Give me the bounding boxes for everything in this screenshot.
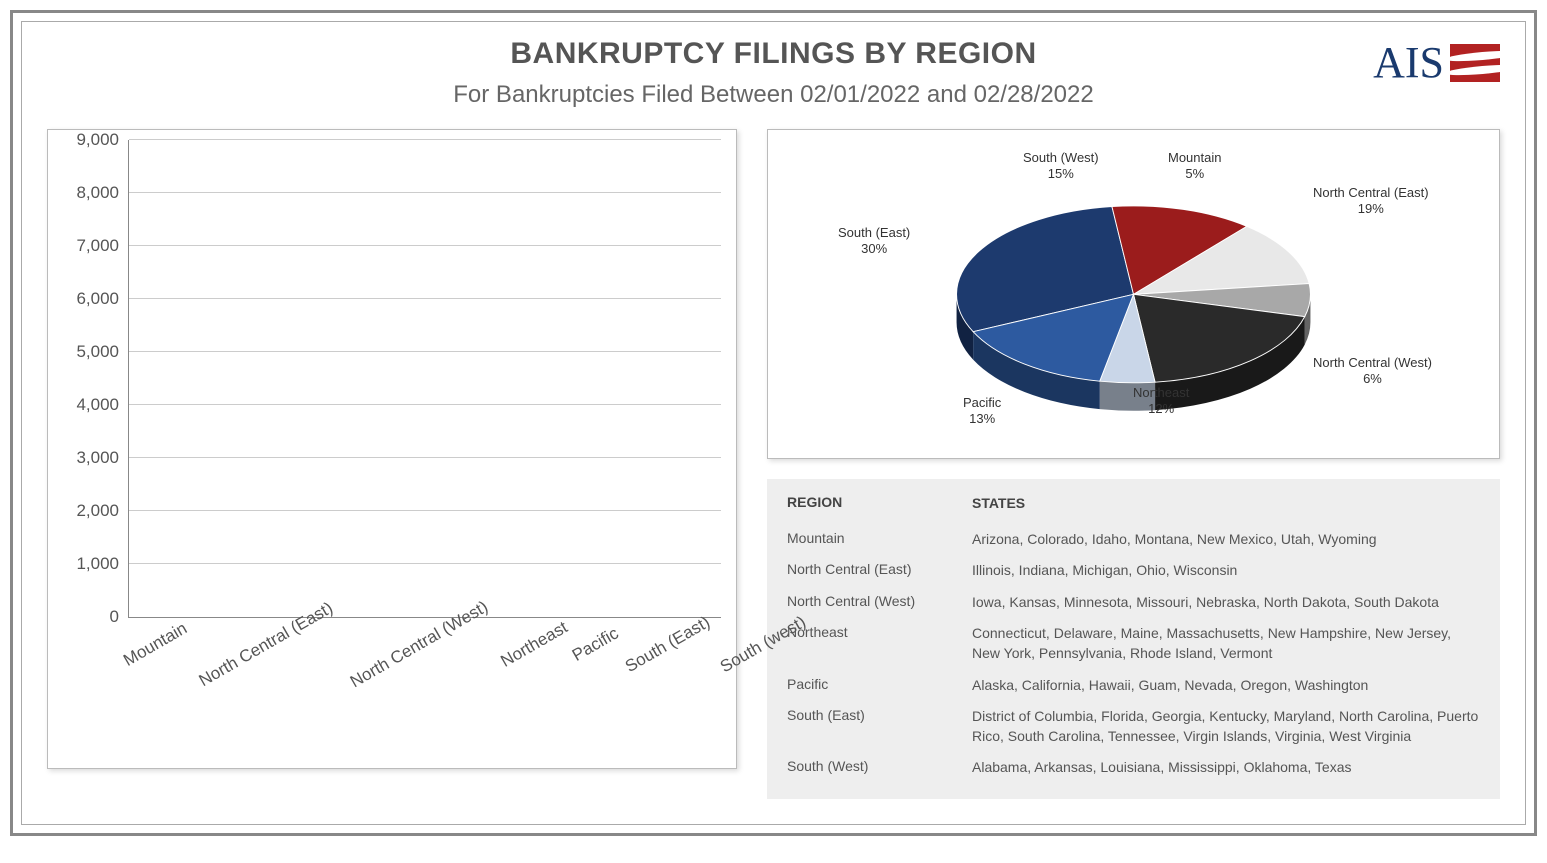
gridline [129, 139, 721, 140]
pie-label-name: North Central (East) [1313, 185, 1429, 201]
cell-states: District of Columbia, Florida, Georgia, … [972, 707, 1480, 746]
pie-label-pct: 12% [1133, 401, 1189, 417]
gridline [129, 298, 721, 299]
table-row: South (West)Alabama, Arkansas, Louisiana… [787, 752, 1480, 784]
pie-label: Northeast12% [1133, 385, 1189, 416]
pie-label-name: Mountain [1168, 150, 1221, 166]
logo: AIS [1373, 37, 1500, 88]
pie-label-name: Pacific [963, 395, 1001, 411]
cell-states: Alabama, Arkansas, Louisiana, Mississipp… [972, 758, 1480, 778]
y-axis-label: 6,000 [54, 289, 119, 309]
cell-states: Connecticut, Delaware, Maine, Massachuse… [972, 624, 1480, 663]
cell-states: Iowa, Kansas, Minnesota, Missouri, Nebra… [972, 593, 1480, 613]
content: 0 1,000 2,000 3,000 4,000 5,000 6,000 7,000 8,00… [47, 129, 1500, 799]
pie-label: Mountain5% [1168, 150, 1221, 181]
gridline [129, 351, 721, 352]
bar-plot-area: 01,0002,0003,0004,0005,0006,0007,0008,00… [128, 140, 721, 618]
bars-container [129, 140, 721, 617]
pie-label-pct: 13% [963, 411, 1001, 427]
y-axis-label: 5,000 [54, 342, 119, 362]
cell-region: North Central (West) [787, 593, 972, 609]
gridline [129, 245, 721, 246]
pie-label-name: Northeast [1133, 385, 1189, 401]
pie-label: North Central (West)6% [1313, 355, 1432, 386]
pie-label-name: North Central (West) [1313, 355, 1432, 371]
pie-label-pct: 6% [1313, 371, 1432, 387]
gridline [129, 192, 721, 193]
cell-region: South (West) [787, 758, 972, 774]
pie-label: Pacific13% [963, 395, 1001, 426]
pie-label-pct: 15% [1023, 166, 1099, 182]
table-row: NortheastConnecticut, Delaware, Maine, M… [787, 618, 1480, 669]
y-axis-label: 2,000 [54, 501, 119, 521]
pie-label-name: South (West) [1023, 150, 1099, 166]
cell-states: Arizona, Colorado, Idaho, Montana, New M… [972, 530, 1480, 550]
cell-states: Illinois, Indiana, Michigan, Ohio, Wisco… [972, 561, 1480, 581]
pie-label-pct: 19% [1313, 201, 1429, 217]
y-axis-label: 3,000 [54, 448, 119, 468]
y-axis-label: 4,000 [54, 395, 119, 415]
cell-region: North Central (East) [787, 561, 972, 577]
y-axis-label: 8,000 [54, 183, 119, 203]
page-subtitle: For Bankruptcies Filed Between 02/01/202… [47, 81, 1500, 109]
table-row: MountainArizona, Colorado, Idaho, Montan… [787, 524, 1480, 556]
gridline [129, 404, 721, 405]
table-row: PacificAlaska, California, Hawaii, Guam,… [787, 670, 1480, 702]
table-header-region: REGION [787, 494, 972, 514]
bar-chart: 0 1,000 2,000 3,000 4,000 5,000 6,000 7,000 8,00… [47, 129, 737, 769]
logo-text: AIS [1373, 37, 1444, 88]
pie-label: South (East)30% [838, 225, 910, 256]
pie-label-pct: 30% [838, 241, 910, 257]
y-axis-label: 0 [54, 607, 119, 627]
pie-label: South (West)15% [1023, 150, 1099, 181]
bar-x-labels: MountainNorth Central (East)North Centra… [128, 623, 721, 768]
table-body: MountainArizona, Colorado, Idaho, Montan… [787, 524, 1480, 784]
inner-frame: BANKRUPTCY FILINGS BY REGION For Bankrup… [21, 21, 1526, 825]
left-column: 0 1,000 2,000 3,000 4,000 5,000 6,000 7,000 8,00… [47, 129, 737, 799]
outer-frame: BANKRUPTCY FILINGS BY REGION For Bankrup… [10, 10, 1537, 836]
y-axis-label: 7,000 [54, 236, 119, 256]
cell-states: Alaska, California, Hawaii, Guam, Nevada… [972, 676, 1480, 696]
y-axis-label: 1,000 [54, 554, 119, 574]
table-row: South (East)District of Columbia, Florid… [787, 701, 1480, 752]
table-row: North Central (West)Iowa, Kansas, Minnes… [787, 587, 1480, 619]
gridline [129, 510, 721, 511]
gridline [129, 563, 721, 564]
pie-label-name: South (East) [838, 225, 910, 241]
flag-icon [1450, 44, 1500, 82]
gridline [129, 457, 721, 458]
y-axis-label: 9,000 [54, 130, 119, 150]
pie-chart: South (East)30%Pacific13%Northeast12%Nor… [767, 129, 1500, 459]
table-row: North Central (East)Illinois, Indiana, M… [787, 555, 1480, 587]
table-header-row: REGION STATES [787, 494, 1480, 514]
pie-label-pct: 5% [1168, 166, 1221, 182]
table-header-states: STATES [972, 494, 1480, 514]
header: BANKRUPTCY FILINGS BY REGION For Bankrup… [47, 37, 1500, 109]
region-table: REGION STATES MountainArizona, Colorado,… [767, 479, 1500, 799]
pie-label: North Central (East)19% [1313, 185, 1429, 216]
cell-region: Mountain [787, 530, 972, 546]
right-column: South (East)30%Pacific13%Northeast12%Nor… [767, 129, 1500, 799]
page-title: BANKRUPTCY FILINGS BY REGION [47, 37, 1500, 71]
